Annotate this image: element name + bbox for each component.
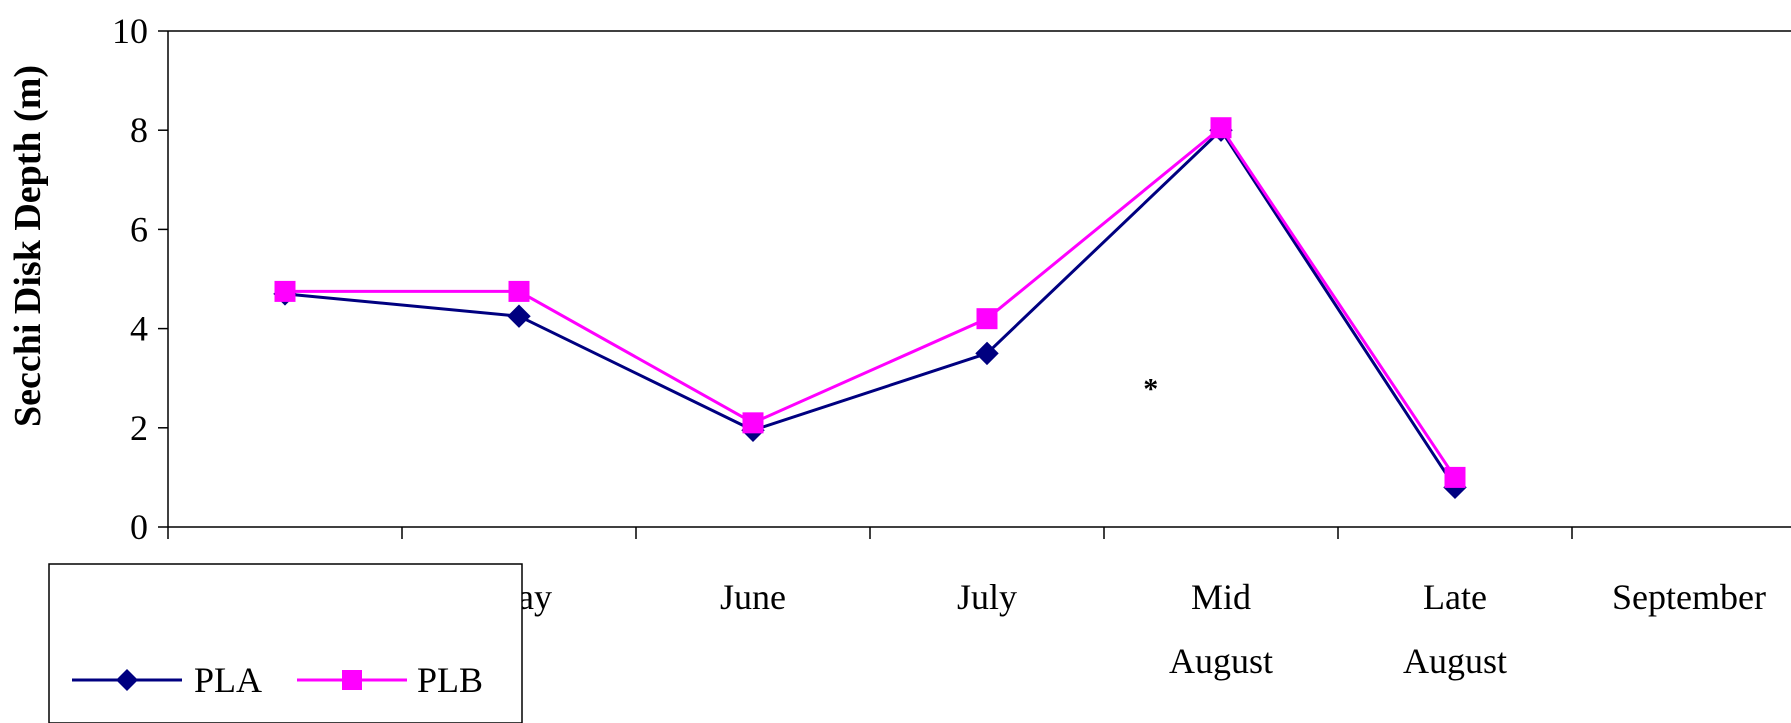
legend-label: PLA xyxy=(194,660,262,700)
x-tick-label: Late August xyxy=(1403,577,1507,681)
data-point xyxy=(976,308,998,330)
x-tick-label: September xyxy=(1612,577,1766,617)
data-point xyxy=(508,280,530,302)
data-point xyxy=(507,304,531,328)
legend-marker xyxy=(116,669,138,691)
y-tick-labels: 0 2 4 6 8 10 xyxy=(112,11,148,547)
series-line xyxy=(285,125,1457,479)
data-point xyxy=(274,280,296,302)
y-tick-label: 10 xyxy=(112,11,148,51)
data-point xyxy=(1444,466,1466,488)
y-tick-label: 4 xyxy=(130,309,148,349)
legend-label: PLB xyxy=(417,660,483,700)
series xyxy=(273,117,1467,500)
legend-box xyxy=(48,563,523,723)
series-pla xyxy=(273,118,1467,500)
x-tick-label: Mid August xyxy=(1169,577,1273,681)
y-tick-label: 8 xyxy=(130,110,148,150)
y-tick-label: 2 xyxy=(130,408,148,448)
legend: PLA PLB xyxy=(48,563,523,723)
data-point xyxy=(742,412,764,434)
x-tick-label: July xyxy=(957,577,1017,617)
legend-marker xyxy=(342,670,362,690)
series-plb xyxy=(274,117,1466,488)
legend-entry-plb: PLB xyxy=(297,660,483,700)
data-point xyxy=(1210,117,1232,139)
data-point xyxy=(975,341,999,366)
y-axis-label: Secchi Disk Depth (m) xyxy=(7,65,49,427)
y-tick-label: 0 xyxy=(130,507,148,547)
x-tick-label: June xyxy=(720,577,786,617)
annotations: * xyxy=(1143,373,1158,406)
y-tick-label: 6 xyxy=(130,209,148,249)
annotation-asterisk: * xyxy=(1143,373,1158,406)
series-line xyxy=(284,127,1457,489)
legend-entry-pla: PLA xyxy=(72,660,262,700)
axes xyxy=(158,30,1791,539)
